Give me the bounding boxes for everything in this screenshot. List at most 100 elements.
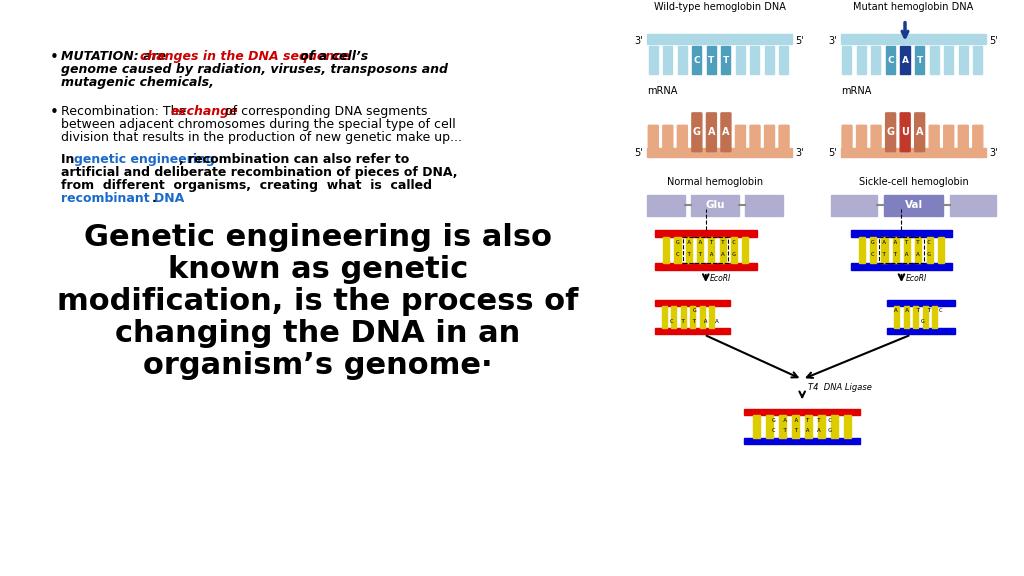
- Bar: [915, 237, 922, 263]
- Bar: [843, 46, 851, 74]
- Bar: [944, 46, 953, 74]
- FancyBboxPatch shape: [929, 125, 939, 151]
- Text: modification, is the process of: modification, is the process of: [57, 287, 579, 316]
- Text: organism’s genome·: organism’s genome·: [143, 351, 493, 380]
- Bar: [721, 46, 730, 74]
- Bar: [913, 306, 919, 328]
- Text: Recombination: The: Recombination: The: [61, 105, 190, 118]
- Text: genome caused by radiation, viruses, transposons and: genome caused by radiation, viruses, tra…: [61, 63, 449, 77]
- Text: .: .: [153, 192, 157, 204]
- Bar: [655, 328, 730, 334]
- FancyBboxPatch shape: [735, 125, 745, 151]
- FancyBboxPatch shape: [958, 125, 969, 151]
- FancyBboxPatch shape: [914, 113, 925, 151]
- Bar: [675, 237, 681, 263]
- Bar: [893, 237, 899, 263]
- Bar: [690, 195, 739, 217]
- Bar: [647, 148, 793, 157]
- Text: A: A: [915, 127, 924, 137]
- Text: Sickle-cell hemoglobin: Sickle-cell hemoglobin: [859, 177, 969, 187]
- Text: T4  DNA Ligase: T4 DNA Ligase: [808, 383, 871, 392]
- Text: C: C: [693, 56, 700, 65]
- Bar: [915, 46, 924, 74]
- Text: of a cell’s: of a cell’s: [296, 50, 368, 63]
- FancyBboxPatch shape: [765, 125, 774, 151]
- Bar: [686, 237, 692, 263]
- Text: G: G: [692, 309, 696, 313]
- Bar: [655, 263, 757, 270]
- Bar: [932, 306, 937, 328]
- Text: C  T  T  A  A: C T T A A: [670, 319, 719, 324]
- FancyBboxPatch shape: [871, 125, 881, 151]
- Text: 3': 3': [989, 148, 997, 158]
- Text: Genetic engineering is also: Genetic engineering is also: [84, 223, 552, 252]
- Text: division that results in the production of new genetic make up...: division that results in the production …: [61, 131, 462, 144]
- Bar: [779, 415, 786, 438]
- Text: Val: Val: [904, 200, 923, 210]
- Text: 3': 3': [828, 36, 837, 46]
- Text: 5': 5': [989, 36, 997, 46]
- Text: mRNA: mRNA: [647, 86, 678, 96]
- Text: A: A: [708, 127, 715, 137]
- Bar: [664, 237, 670, 263]
- Bar: [731, 237, 737, 263]
- Text: 5': 5': [828, 148, 837, 158]
- Bar: [765, 46, 774, 74]
- Bar: [683, 237, 728, 263]
- Bar: [736, 46, 744, 74]
- FancyBboxPatch shape: [779, 125, 790, 151]
- FancyBboxPatch shape: [750, 125, 760, 151]
- FancyBboxPatch shape: [677, 125, 687, 151]
- Text: G: G: [693, 127, 700, 137]
- Text: U: U: [901, 127, 909, 137]
- Bar: [647, 195, 685, 217]
- Text: G: G: [921, 319, 925, 324]
- Bar: [879, 237, 924, 263]
- Bar: [851, 230, 952, 237]
- Text: T: T: [916, 56, 923, 65]
- Text: of corresponding DNA segments: of corresponding DNA segments: [221, 105, 427, 118]
- FancyBboxPatch shape: [900, 113, 910, 151]
- Text: MUTATION: are: MUTATION: are: [61, 50, 171, 63]
- Bar: [886, 46, 895, 74]
- Text: 5': 5': [796, 36, 804, 46]
- Bar: [766, 415, 773, 438]
- Bar: [973, 46, 982, 74]
- Bar: [754, 415, 761, 438]
- Text: Mutant hemoglobin DNA: Mutant hemoglobin DNA: [853, 2, 974, 12]
- Bar: [709, 237, 715, 263]
- Bar: [871, 46, 881, 74]
- Bar: [904, 237, 910, 263]
- Bar: [930, 46, 939, 74]
- Bar: [923, 306, 928, 328]
- Text: Glu: Glu: [706, 200, 725, 210]
- Bar: [720, 237, 726, 263]
- Text: changes in the DNA sequence: changes in the DNA sequence: [139, 50, 350, 63]
- Bar: [857, 46, 866, 74]
- Bar: [903, 306, 909, 328]
- Text: EcoRI: EcoRI: [710, 275, 731, 283]
- Text: C: C: [887, 56, 894, 65]
- Bar: [830, 415, 838, 438]
- Bar: [664, 46, 672, 74]
- Text: between adjacent chromosomes during the special type of cell: between adjacent chromosomes during the …: [61, 118, 456, 131]
- FancyBboxPatch shape: [663, 125, 673, 151]
- Text: C  T  T  A  A  G: C T T A A G: [772, 428, 833, 433]
- Text: artificial and deliberate recombination of pieces of DNA,: artificial and deliberate recombination …: [61, 166, 458, 179]
- FancyBboxPatch shape: [707, 113, 717, 151]
- Bar: [655, 301, 730, 306]
- Bar: [888, 328, 955, 334]
- Text: recombinant DNA: recombinant DNA: [61, 192, 184, 204]
- Bar: [692, 46, 701, 74]
- Bar: [699, 306, 705, 328]
- Bar: [900, 46, 909, 74]
- Text: Wild-type hemoglobin DNA: Wild-type hemoglobin DNA: [654, 2, 785, 12]
- Bar: [647, 33, 793, 44]
- Bar: [831, 195, 878, 217]
- Bar: [958, 46, 968, 74]
- Text: G  A  A  T  T  C: G A A T T C: [772, 418, 833, 423]
- Text: 3': 3': [796, 148, 804, 158]
- Bar: [950, 195, 996, 217]
- Bar: [779, 46, 788, 74]
- FancyBboxPatch shape: [721, 113, 731, 151]
